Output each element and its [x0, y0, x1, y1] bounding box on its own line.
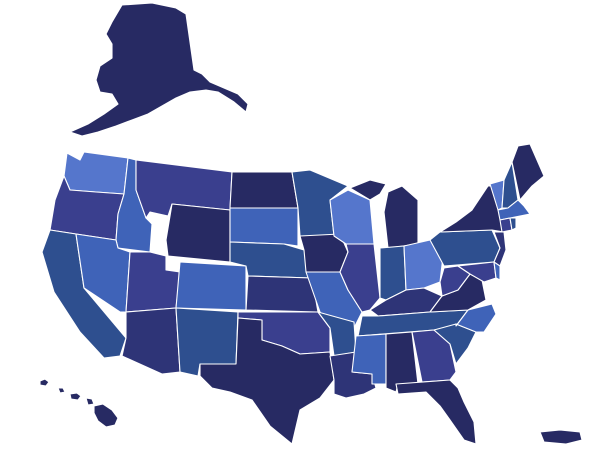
north-dakota: [229, 171, 299, 209]
florida: [395, 379, 477, 445]
rhode-island: [509, 217, 517, 231]
north-carolina: [455, 303, 497, 333]
washington: [63, 151, 129, 195]
pennsylvania: [429, 229, 501, 267]
south-dakota: [229, 207, 299, 247]
utah: [125, 251, 181, 313]
wyoming: [165, 203, 231, 263]
arizona: [121, 307, 181, 375]
illinois: [339, 243, 381, 313]
puerto-rico: [539, 429, 583, 445]
alaska: [69, 2, 249, 137]
maine: [511, 143, 545, 201]
colorado: [175, 261, 247, 311]
maryland: [457, 261, 497, 283]
hawaii: [39, 378, 119, 428]
kansas: [245, 275, 319, 313]
texas: [199, 317, 335, 445]
